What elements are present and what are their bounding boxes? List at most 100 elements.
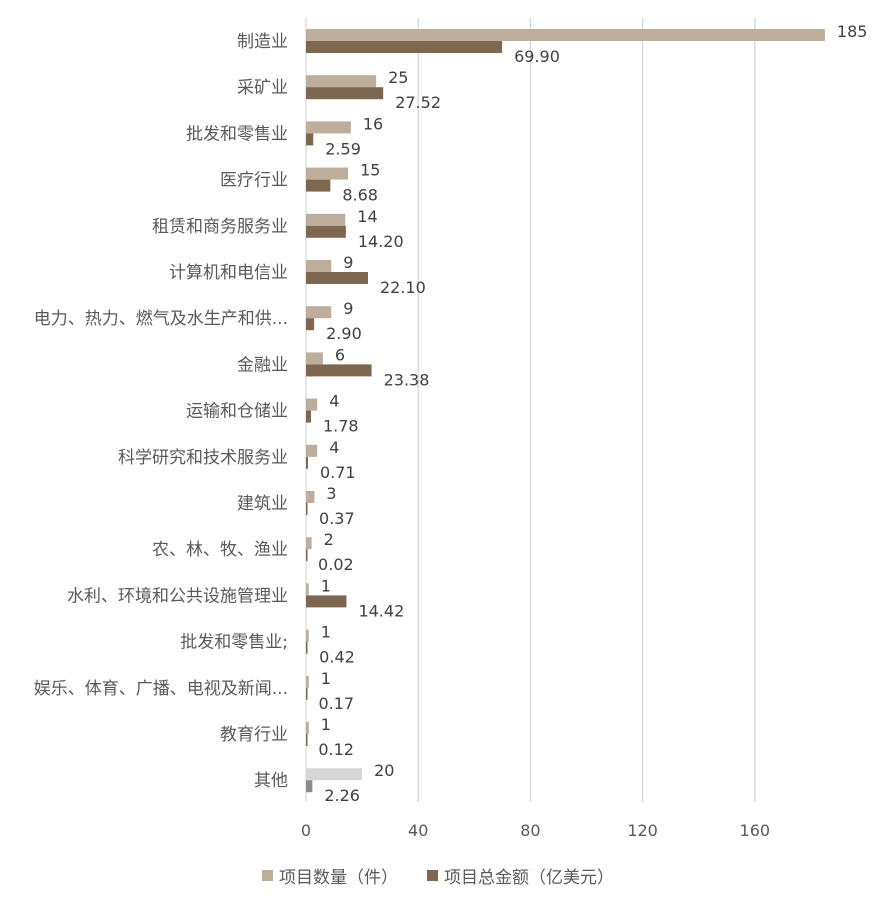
category-label: 水利、环境和公共设施管理业 [67,586,288,606]
data-label-count: 1 [321,623,331,642]
bar-project-amount [306,318,315,331]
category-label: 批发和零售业; [180,633,288,653]
category-label: 金融业 [237,355,288,375]
bar-project-count [306,167,349,180]
data-label-count: 16 [363,114,383,133]
category-label: 科学研究和技术服务业 [118,448,288,468]
bar-project-count [306,491,315,503]
data-label-amount: 1.78 [323,417,359,436]
bar-project-count [306,444,318,457]
data-label-amount: 22.10 [380,278,426,297]
category-label: 其他 [254,771,288,791]
legend-label-count: 项目数量（件） [279,868,398,888]
data-label-count: 25 [388,68,408,87]
bar-project-amount [306,456,308,469]
bar-project-amount [306,595,347,608]
category-label: 批发和零售业 [186,124,288,144]
data-label-amount: 23.38 [384,370,430,389]
category-label: 医疗行业 [220,171,288,191]
bar-project-amount [306,364,372,377]
data-label-amount: 0.12 [318,740,354,759]
data-label-amount: 2.90 [326,324,362,343]
data-label-amount: 0.02 [318,555,354,574]
bar-project-amount [306,549,308,562]
bar-project-amount [306,179,331,192]
bar-project-amount [306,133,314,146]
x-axis-tick-labels: 0 40 80 120 160 [301,821,770,840]
bar-project-count [306,260,332,272]
data-label-count: 6 [335,345,345,364]
bar-project-count [306,768,363,781]
bar-project-count [306,29,825,41]
data-label-count: 1 [321,669,331,688]
data-label-amount: 0.17 [318,694,354,713]
bar-project-count [306,722,309,734]
x-tick-label: 0 [301,821,311,840]
data-label-count: 1 [321,576,331,595]
legend-label-amount: 项目总金额（亿美元） [444,868,614,888]
data-label-amount: 0.71 [320,463,356,482]
x-tick-label: 120 [627,821,658,840]
category-label: 娱乐、体育、广播、电视及新闻... [34,679,288,699]
data-label-amount: 2.26 [324,786,360,805]
bar-project-amount [306,87,384,100]
category-label: 运输和仓储业 [186,402,288,422]
x-tick-label: 80 [520,821,540,840]
bar-project-amount [306,272,368,284]
bar-project-amount [306,410,311,423]
bar-project-count [306,213,346,226]
data-label-count: 20 [374,761,394,780]
bar-project-count [306,352,323,365]
category-label: 电力、热力、燃气及水生产和供... [34,309,288,329]
data-label-count: 2 [324,530,334,549]
category-label: 建筑业 [237,494,288,514]
data-label-amount: 69.90 [514,47,560,66]
data-label-count: 1 [321,715,331,734]
x-tick-label: 40 [408,821,428,840]
data-label-count: 9 [343,299,353,318]
bar-project-amount [306,687,308,700]
data-label-amount: 27.52 [395,93,441,112]
bars [306,29,825,793]
legend-swatch-count [262,870,273,881]
bar-project-amount [306,780,313,793]
data-label-count: 15 [360,161,380,180]
data-label-amount: 0.37 [319,509,355,528]
category-label: 租赁和商务服务业 [152,217,288,237]
category-label: 教育行业 [220,725,288,745]
data-label-count: 9 [343,253,353,272]
legend: 项目数量（件） 项目总金额（亿美元） [262,868,614,888]
data-label-amount: 14.42 [358,601,404,620]
bar-project-count [306,306,332,319]
bar-project-count [306,537,312,550]
bar-project-amount [306,41,503,53]
x-tick-label: 160 [740,821,771,840]
bar-project-count [306,121,351,134]
bar-project-amount [306,734,308,746]
data-label-amount: 0.42 [319,648,355,667]
bar-project-amount [306,641,308,654]
data-label-count: 3 [326,484,336,503]
gridlines [305,18,756,802]
bar-project-count [306,75,377,88]
data-label-count: 185 [837,22,868,41]
bar-project-count [306,398,318,411]
data-label-amount: 8.68 [342,186,378,205]
bar-project-count [306,675,309,688]
category-label: 农、林、牧、渔业 [152,540,288,560]
data-label-amount: 2.59 [325,139,361,158]
data-label-count: 14 [357,207,377,226]
bar-project-count [306,583,309,596]
category-axis-labels: 制造业采矿业批发和零售业医疗行业租赁和商务服务业计算机和电信业电力、热力、燃气及… [34,32,288,791]
data-label-amount: 14.20 [358,232,404,251]
category-label: 采矿业 [237,78,288,98]
bar-project-amount [306,225,346,238]
legend-swatch-amount [427,870,438,881]
bar-project-amount [306,503,308,515]
data-label-count: 4 [329,392,339,411]
data-label-count: 4 [329,438,339,457]
data-labels: 18569.902527.52162.59158.681414.20922.10… [318,22,867,805]
bar-project-count [306,629,309,642]
category-label: 制造业 [237,32,288,52]
